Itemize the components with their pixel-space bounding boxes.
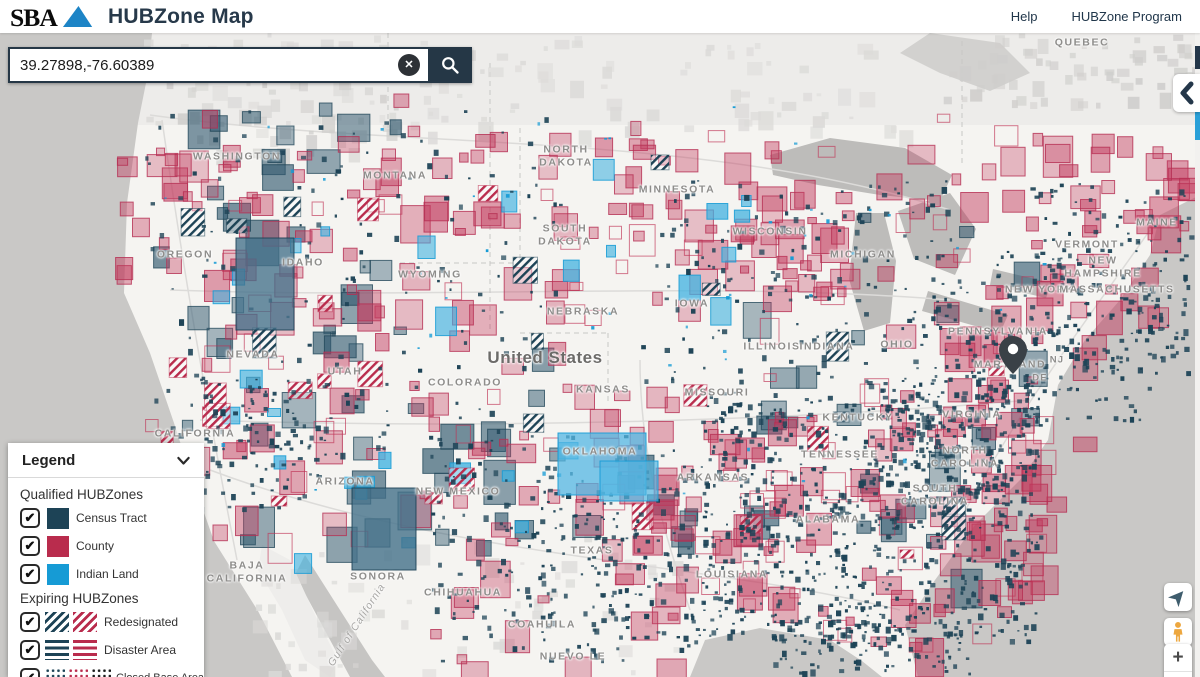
header-nav: Help HUBZone Program [1011,9,1182,24]
county-checkbox[interactable]: ✔ [20,536,40,556]
legend-item-closed-base-area: ✔ Closed Base Area [20,667,204,677]
page-title: HUBZone Map [108,4,254,28]
disaster-swatch-navy [45,640,69,660]
chevron-down-icon [177,456,190,465]
help-link[interactable]: Help [1010,9,1038,24]
sba-logo-triangle [62,5,93,27]
closed-base-swatch-red [68,668,88,677]
census-tract-swatch [47,507,69,529]
indian-land-checkbox[interactable]: ✔ [20,564,40,584]
svg-text:SBA: SBA [10,3,58,31]
legend-panel: Legend Qualified HUBZones ✔ Census Tract… [8,443,204,677]
pegman-icon [1173,621,1183,642]
search-input[interactable] [8,47,428,83]
sba-logo: SBA [10,3,93,31]
hubzone-layers [115,33,1200,677]
collapsed-panel-sliver [1195,33,1200,677]
closed-base-swatch-navy [45,668,65,677]
legend-item-redesignated: ✔ Redesignated [20,611,194,633]
basemap [0,33,1200,677]
legend-section-expiring: Expiring HUBZones [20,591,139,606]
disaster-swatch-red [73,640,97,660]
legend-header[interactable]: Legend [8,443,204,478]
clear-search-icon[interactable]: ✕ [398,54,420,76]
redesignated-swatch-navy [45,612,69,632]
zoom-out-button[interactable]: − [1164,672,1192,677]
legend-item-census-tract: ✔ Census Tract [20,507,194,529]
zoom-control: + − [1164,644,1192,677]
chevron-left-icon [1180,81,1193,105]
closed-base-swatch-black [91,668,111,677]
disaster-area-checkbox[interactable]: ✔ [20,640,40,660]
app-header: SBA HUBZone Map Help HUBZone Program [0,0,1200,33]
street-view-pegman-button[interactable] [1164,618,1192,646]
legend-item-indian-land: ✔ Indian Land [20,563,194,585]
zoom-in-button[interactable]: + [1164,644,1192,672]
search-bar: ✕ [8,47,472,83]
map-canvas[interactable]: QUEBEC WASHINGTON MONTANA NORTH DAKOTA MINNE… [0,33,1200,677]
redesignated-swatch-red [73,612,97,632]
location-pin-icon[interactable] [999,336,1027,374]
legend-item-county: ✔ County [20,535,194,557]
closed-base-checkbox[interactable]: ✔ [20,668,40,677]
county-swatch [47,535,69,557]
search-icon [442,57,459,74]
search-button[interactable] [428,47,472,83]
redesignated-checkbox[interactable]: ✔ [20,612,40,632]
expand-panel-button[interactable] [1173,74,1200,112]
legend-section-qualified: Qualified HUBZones [20,487,144,502]
baja-peninsula [258,545,338,677]
indian-land-swatch [47,563,69,585]
navigation-arrow-icon [1168,591,1184,607]
legend-item-disaster-area: ✔ Disaster Area [20,639,194,661]
legend-title: Legend [22,452,76,469]
locate-me-button[interactable] [1164,583,1192,611]
hubzone-program-link[interactable]: HUBZone Program [1071,9,1182,24]
census-tract-checkbox[interactable]: ✔ [20,508,40,528]
